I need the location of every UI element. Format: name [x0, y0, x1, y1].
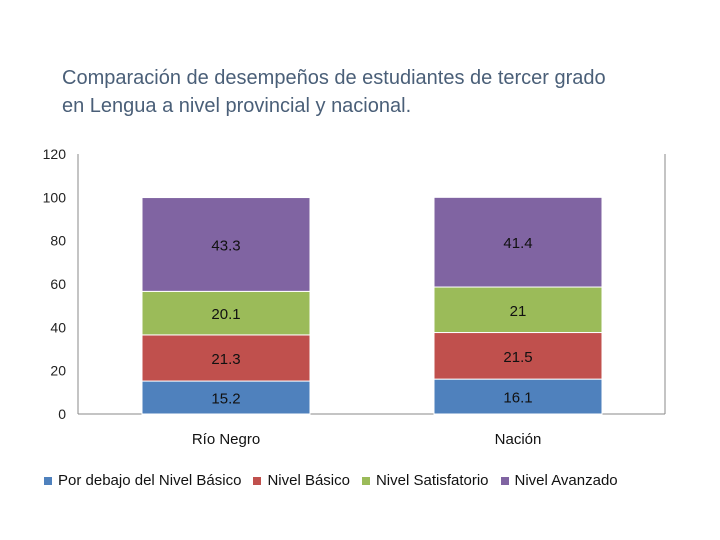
data-label: 21 — [510, 303, 527, 320]
legend-label: Nivel Avanzado — [514, 472, 618, 489]
legend-swatch — [361, 476, 370, 485]
data-label: 43.3 — [211, 237, 240, 254]
legend-item: Nivel Avanzado — [500, 472, 618, 489]
legend-swatch — [44, 476, 52, 485]
chart-title: Comparación de desempeños de estudiantes… — [62, 64, 702, 120]
bar-segment — [141, 197, 311, 292]
data-label: 20.1 — [211, 306, 240, 323]
data-label: 16.1 — [503, 390, 532, 407]
bar-segment — [433, 286, 603, 334]
bar-segment — [141, 290, 311, 336]
legend-item: Por debajo del Nivel Básico — [44, 472, 241, 489]
data-label: 21.5 — [503, 349, 532, 366]
y-tick-label: 0 — [58, 406, 66, 422]
legend-swatch — [253, 476, 262, 485]
legend-item: Nivel Básico — [253, 472, 350, 489]
legend-label: Nivel Satisfatorio — [375, 472, 489, 489]
data-label: 15.2 — [211, 391, 240, 408]
x-category-label: Río Negro — [192, 431, 260, 448]
y-tick-label: 100 — [43, 189, 67, 205]
legend-swatch — [500, 476, 509, 485]
y-tick-label: 120 — [43, 146, 67, 162]
bar-segment — [141, 334, 311, 382]
bar-segment — [433, 332, 603, 380]
y-tick-label: 40 — [50, 319, 66, 335]
chart-title-line-1: Comparación de desempeños de estudiantes… — [62, 67, 606, 89]
legend-label: Nivel Básico — [267, 472, 350, 489]
x-category-label: Nación — [495, 431, 542, 448]
y-tick-label: 20 — [50, 363, 66, 379]
legend-label: Por debajo del Nivel Básico — [58, 472, 242, 489]
bar-segment — [433, 378, 603, 415]
legend-item: Nivel Satisfatorio — [361, 472, 489, 489]
data-label: 41.4 — [503, 235, 532, 252]
data-label: 21.3 — [211, 351, 240, 368]
bar-segment — [433, 196, 603, 288]
chart-title-line-2: en Lengua a nivel provincial y nacional. — [62, 95, 412, 117]
y-tick-label: 60 — [50, 276, 66, 292]
y-tick-label: 80 — [50, 233, 66, 249]
chart-legend: Por debajo del Nivel Básico Nivel Básico N… — [44, 472, 630, 489]
